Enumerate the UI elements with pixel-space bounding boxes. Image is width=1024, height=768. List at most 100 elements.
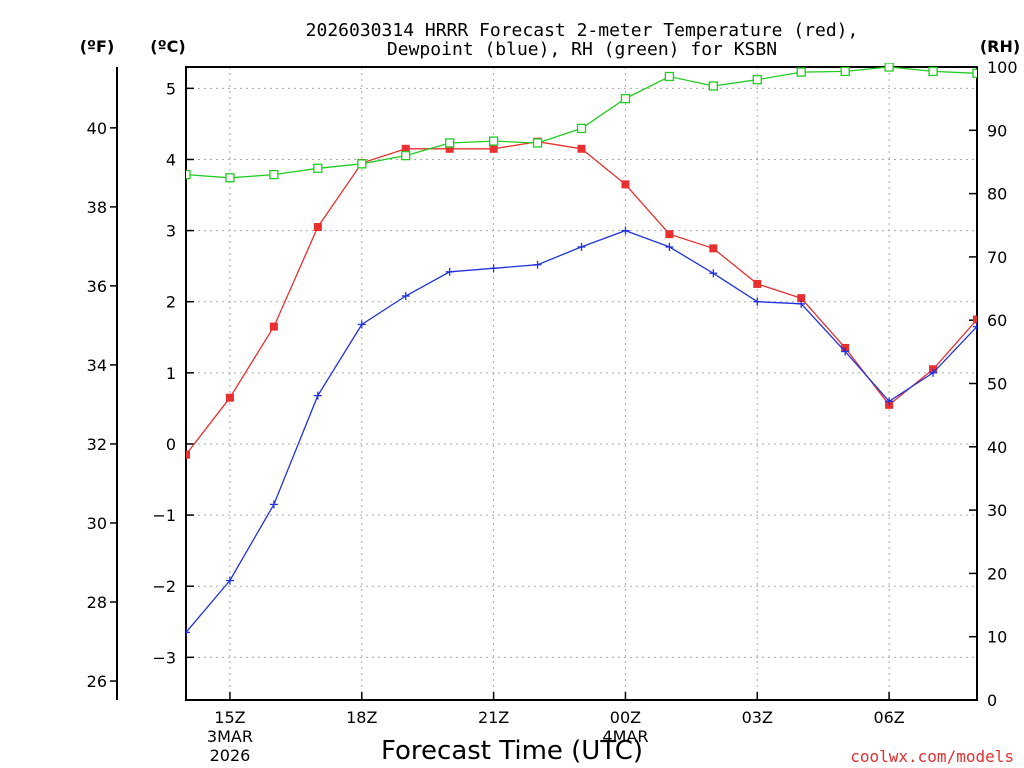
rh-tick-label: 40	[987, 438, 1007, 457]
dewpoint-point	[621, 226, 630, 235]
rh-tick-label: 50	[987, 375, 1007, 394]
fahrenheit-tick-label: 26	[87, 672, 107, 691]
temperature-point	[313, 223, 322, 232]
temperature-point	[709, 244, 718, 253]
fahrenheit-tick-label: 38	[87, 198, 107, 217]
temperature-point	[797, 294, 806, 303]
celsius-tick-label: −3	[152, 648, 176, 667]
celsius-tick-label: 1	[166, 364, 176, 383]
rh-tick-label: 20	[987, 564, 1007, 583]
temperature-point	[401, 144, 410, 153]
x-tick-label: 06Z	[873, 708, 904, 727]
rh-tick-label: 60	[987, 311, 1007, 330]
dewpoint-point	[577, 242, 586, 251]
temperature-point	[225, 393, 234, 402]
temperature-point	[665, 230, 674, 239]
x-tick-year-label: 2026	[210, 746, 251, 765]
data-series	[186, 63, 977, 637]
rh-tick-label: 10	[987, 628, 1007, 647]
dewpoint-point	[313, 391, 322, 400]
temperature-point	[973, 315, 977, 324]
rh-tick-label: 90	[987, 121, 1007, 140]
x-tick-label: 03Z	[742, 708, 773, 727]
axes	[110, 66, 978, 701]
rh-tick-label: 70	[987, 248, 1007, 267]
rh-point	[488, 136, 499, 146]
x-axis-title: Forecast Time (UTC)	[381, 736, 643, 766]
rh-point	[972, 68, 977, 78]
x-tick-label: 00Z	[610, 708, 641, 727]
fahrenheit-tick-label: 34	[87, 356, 107, 375]
series-group	[186, 63, 977, 637]
rh-point	[357, 159, 367, 169]
rh-point	[664, 71, 675, 82]
temperature-point	[269, 322, 278, 331]
temperature-line	[186, 141, 977, 455]
rh-point	[532, 138, 543, 148]
fahrenheit-tick-label: 30	[87, 514, 107, 533]
dewpoint-line	[186, 229, 977, 633]
dewpoint-point	[225, 576, 234, 585]
rh-unit-label: (RH)	[980, 37, 1020, 56]
dewpoint-point	[186, 628, 190, 637]
celsius-tick-label: −2	[152, 577, 176, 596]
rh-tick-label: 80	[987, 185, 1007, 204]
dewpoint-point	[401, 292, 410, 301]
temperature-point	[753, 279, 762, 288]
celsius-tick-label: 2	[166, 293, 176, 312]
dewpoint-point	[841, 347, 850, 356]
x-tick-label: 18Z	[346, 708, 377, 727]
rh-point	[186, 169, 191, 180]
dewpoint-point	[357, 320, 366, 329]
dewpoint-point	[269, 500, 278, 509]
dewpoint-point	[533, 260, 542, 269]
temperature-point	[621, 180, 630, 189]
rh-line	[186, 66, 977, 179]
celsius-tick-label: 0	[166, 435, 176, 454]
x-tick-label: 21Z	[478, 708, 509, 727]
rh-point	[313, 163, 323, 173]
chart-title-line2: Dewpoint (blue), RH (green) for KSBN	[387, 39, 777, 60]
rh-point	[796, 67, 806, 77]
rh-tick-label: 30	[987, 501, 1007, 520]
rh-point	[620, 94, 631, 104]
temperature-point	[445, 144, 454, 153]
tick-labels: −3−2−10123452628303234363840010203040506…	[87, 58, 1018, 765]
temperature-point	[489, 144, 498, 153]
credit-text: coolwx.com/models	[850, 747, 1014, 766]
celsius-unit-label: (ºC)	[150, 37, 185, 56]
rh-point	[576, 123, 587, 134]
temperature-point	[186, 450, 190, 459]
grid-lines	[186, 67, 977, 700]
rh-point	[401, 150, 411, 161]
celsius-tick-label: 4	[166, 150, 176, 169]
rh-tick-label: 100	[987, 58, 1018, 77]
temperature-point	[577, 144, 586, 153]
dewpoint-point	[665, 242, 674, 251]
dewpoint-point	[929, 368, 938, 377]
x-tick-date-label: 3MAR	[207, 727, 253, 746]
x-tick-date-label: 4MAR	[602, 727, 648, 746]
rh-point	[840, 66, 850, 77]
dewpoint-point	[797, 299, 806, 308]
x-tick-label: 15Z	[214, 708, 245, 727]
fahrenheit-tick-label: 40	[87, 119, 107, 138]
celsius-tick-label: 3	[166, 222, 176, 241]
rh-point	[708, 81, 718, 91]
dewpoint-point	[973, 322, 977, 331]
dewpoint-point	[709, 269, 718, 278]
dewpoint-point	[445, 267, 454, 276]
dewpoint-point	[885, 397, 894, 406]
fahrenheit-tick-label: 28	[87, 593, 107, 612]
dewpoint-point	[489, 264, 498, 273]
dewpoint-point	[753, 297, 762, 306]
rh-point	[225, 173, 235, 183]
rh-point	[445, 138, 455, 148]
rh-point	[269, 169, 279, 180]
celsius-tick-label: 5	[166, 79, 176, 98]
plot-frame	[185, 66, 978, 701]
fahrenheit-unit-label: (ºF)	[80, 37, 115, 56]
rh-point	[884, 63, 894, 72]
fahrenheit-tick-label: 32	[87, 435, 107, 454]
